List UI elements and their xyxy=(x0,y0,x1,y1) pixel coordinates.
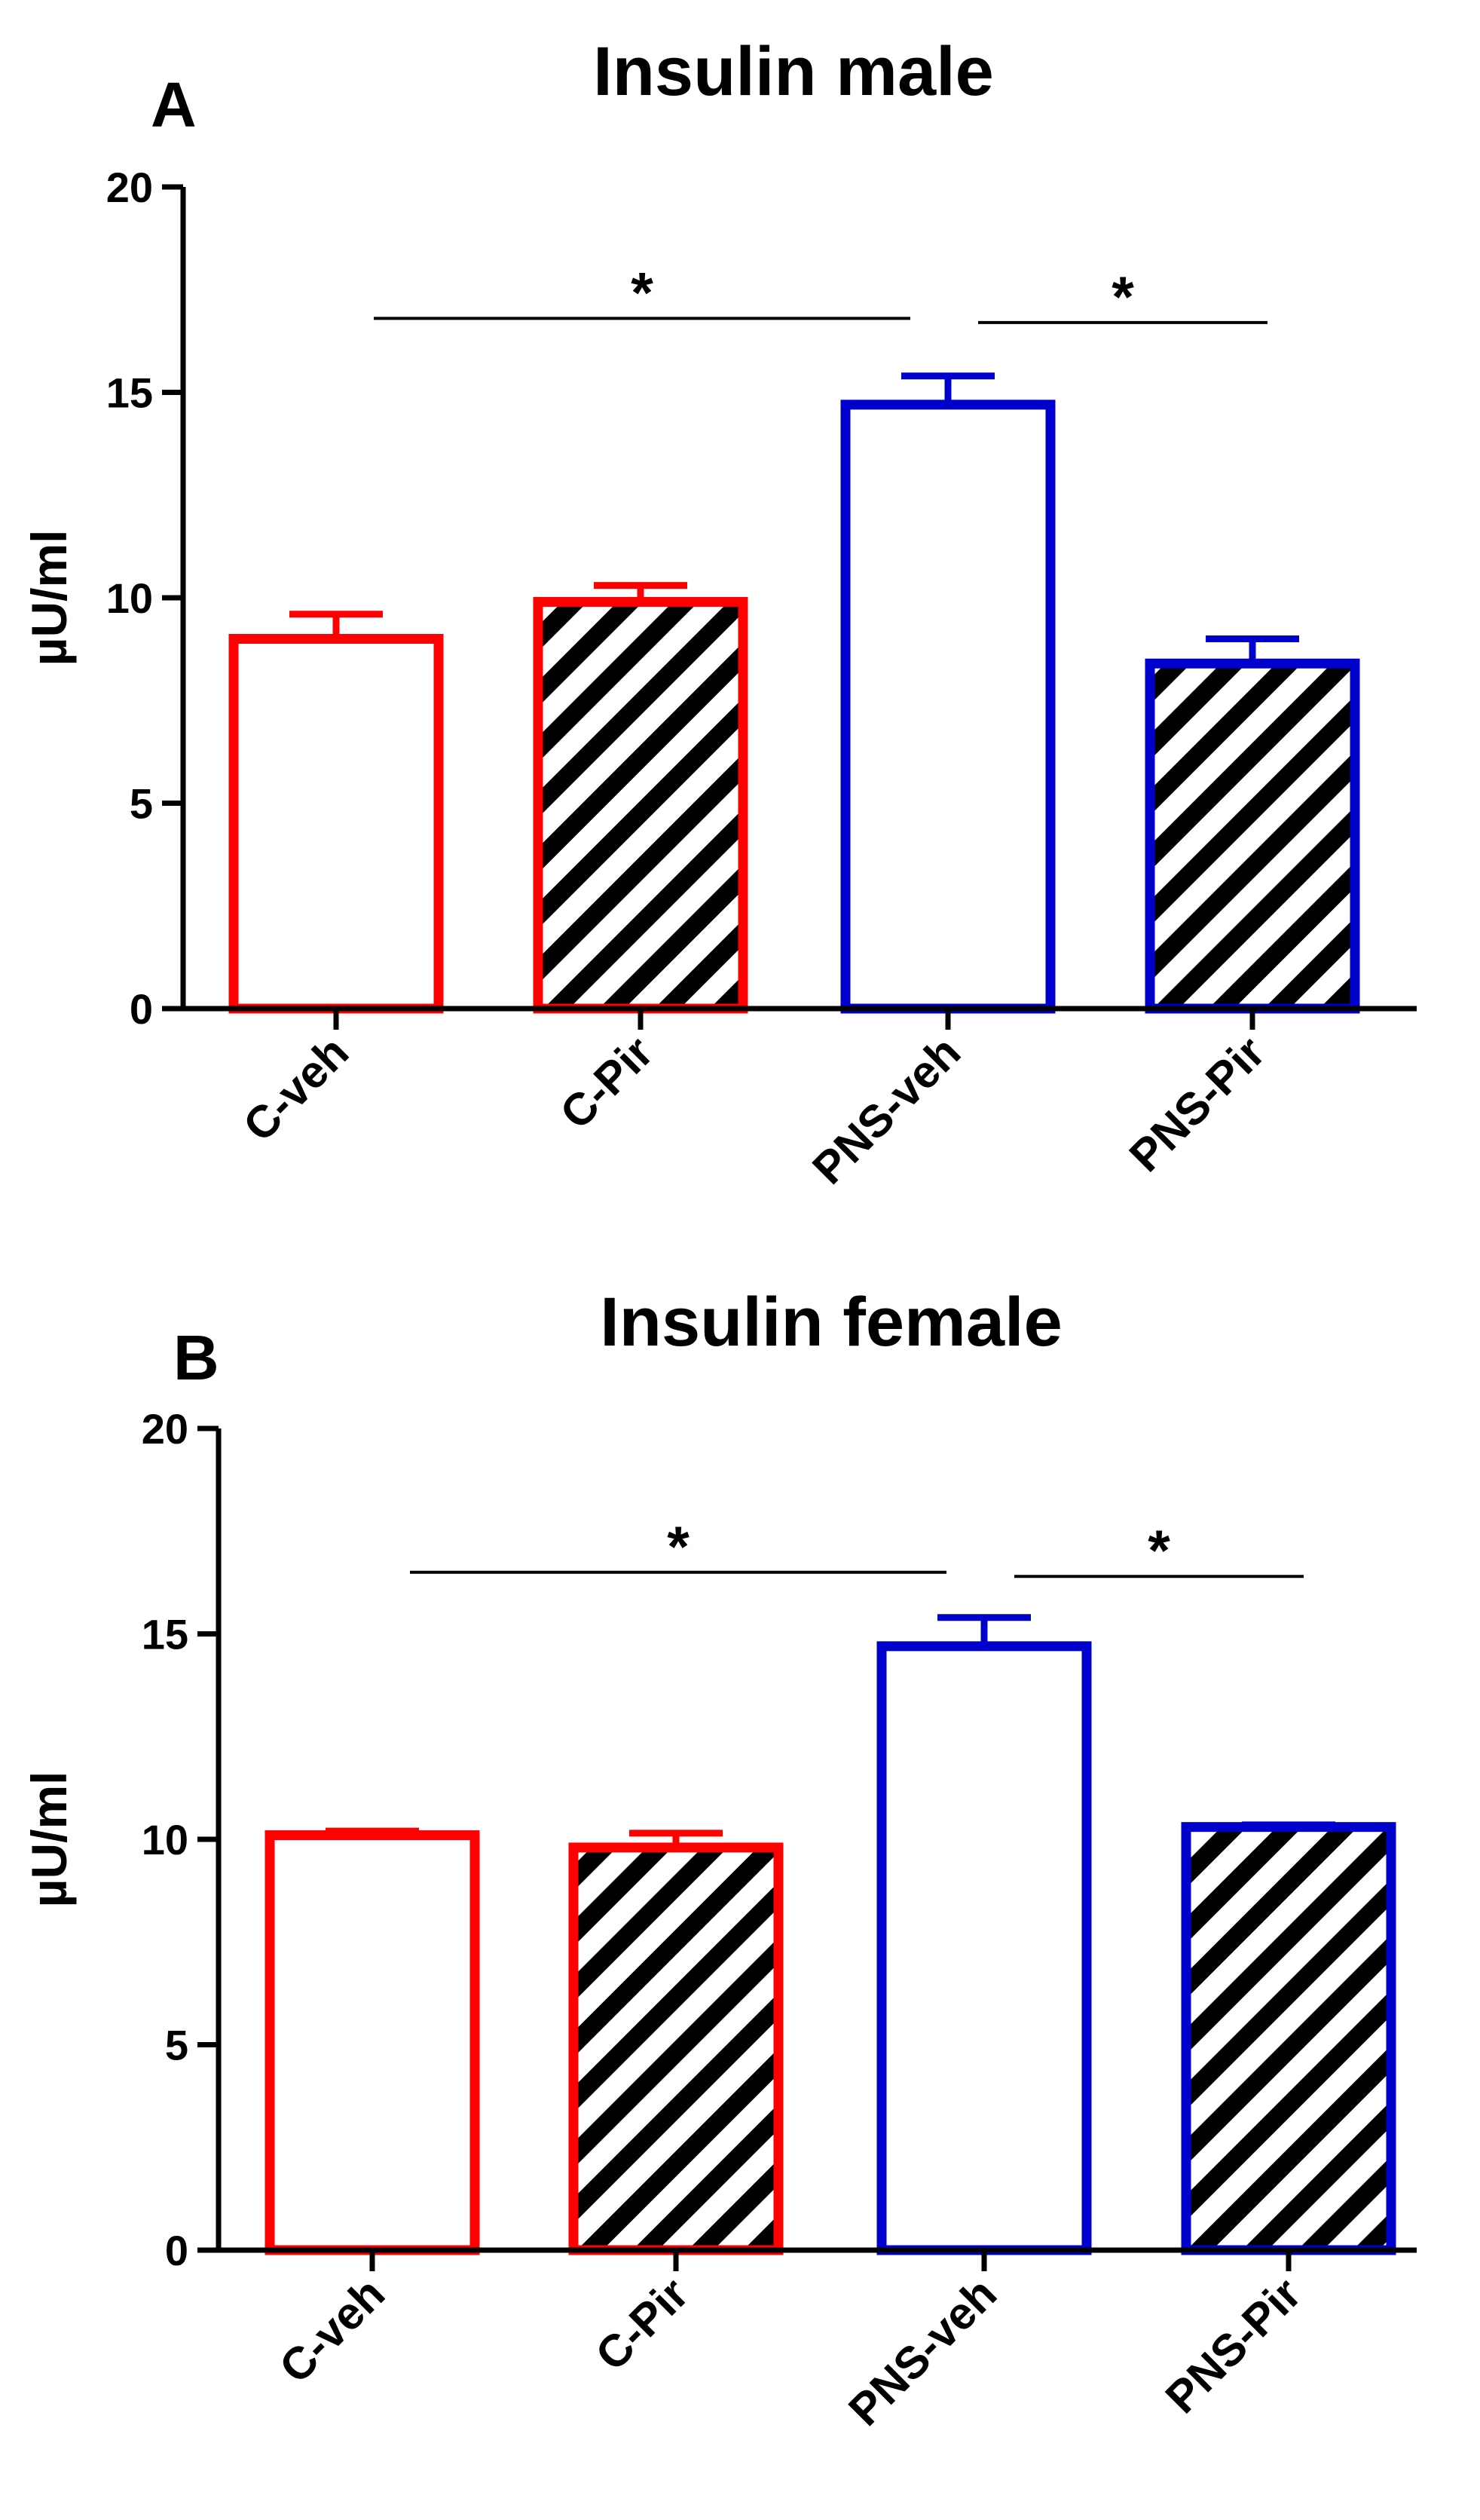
bar-c-pir xyxy=(568,1842,784,2255)
y-tick-label: 10 xyxy=(106,574,153,622)
bar-pns-veh xyxy=(876,1641,1092,2255)
bar-c-veh xyxy=(265,1830,480,2255)
y-axis-label: µU/ml xyxy=(21,1771,77,1907)
x-tick-label: PNS-Pir xyxy=(1120,1027,1274,1181)
chart-title: Insulin female xyxy=(600,1284,1063,1361)
y-tick-label: 15 xyxy=(106,369,153,417)
significance-star: * xyxy=(631,261,653,325)
bar-pns-pir xyxy=(1181,1822,1396,2255)
y-tick-label: 5 xyxy=(130,780,153,828)
x-tick-label: PNS-veh xyxy=(839,2268,1006,2436)
bar-pns-pir xyxy=(1145,658,1360,1014)
y-tick-label: 20 xyxy=(106,164,153,211)
y-axis-label: µU/ml xyxy=(21,529,77,666)
panel-letter: A xyxy=(151,69,197,140)
y-tick-label: 20 xyxy=(142,1405,188,1453)
y-tick-label: 10 xyxy=(142,1816,188,1863)
panel-a: A Insulin male µU/ml 0 5 10 15 20 C-veh C-Pir PNS-… xyxy=(21,33,1417,1194)
bar-pns-veh xyxy=(840,400,1056,1014)
x-tick-label: C-Pir xyxy=(586,2268,698,2381)
bar-c-veh xyxy=(228,634,444,1014)
significance-star: * xyxy=(667,1515,690,1579)
x-tick-label: PNS-veh xyxy=(803,1027,970,1194)
y-tick-label: 5 xyxy=(165,2022,188,2069)
bar-c-pir xyxy=(533,596,748,1014)
significance-star: * xyxy=(1148,1519,1170,1583)
y-tick-label: 15 xyxy=(142,1611,188,1658)
panel-b: B Insulin female µU/ml 0 5 10 15 20 C-veh C-Pir PN… xyxy=(21,1284,1417,2436)
panel-letter: B xyxy=(173,1322,219,1393)
x-tick-label: C-Pir xyxy=(550,1027,662,1139)
y-tick-label: 0 xyxy=(130,985,153,1033)
x-tick-label: C-veh xyxy=(234,1027,358,1151)
y-tick-label: 0 xyxy=(165,2227,188,2274)
x-tick-label: C-veh xyxy=(270,2268,394,2393)
chart-title: Insulin male xyxy=(593,33,994,110)
significance-star: * xyxy=(1112,265,1134,329)
x-tick-label: PNS-Pir xyxy=(1156,2268,1310,2423)
